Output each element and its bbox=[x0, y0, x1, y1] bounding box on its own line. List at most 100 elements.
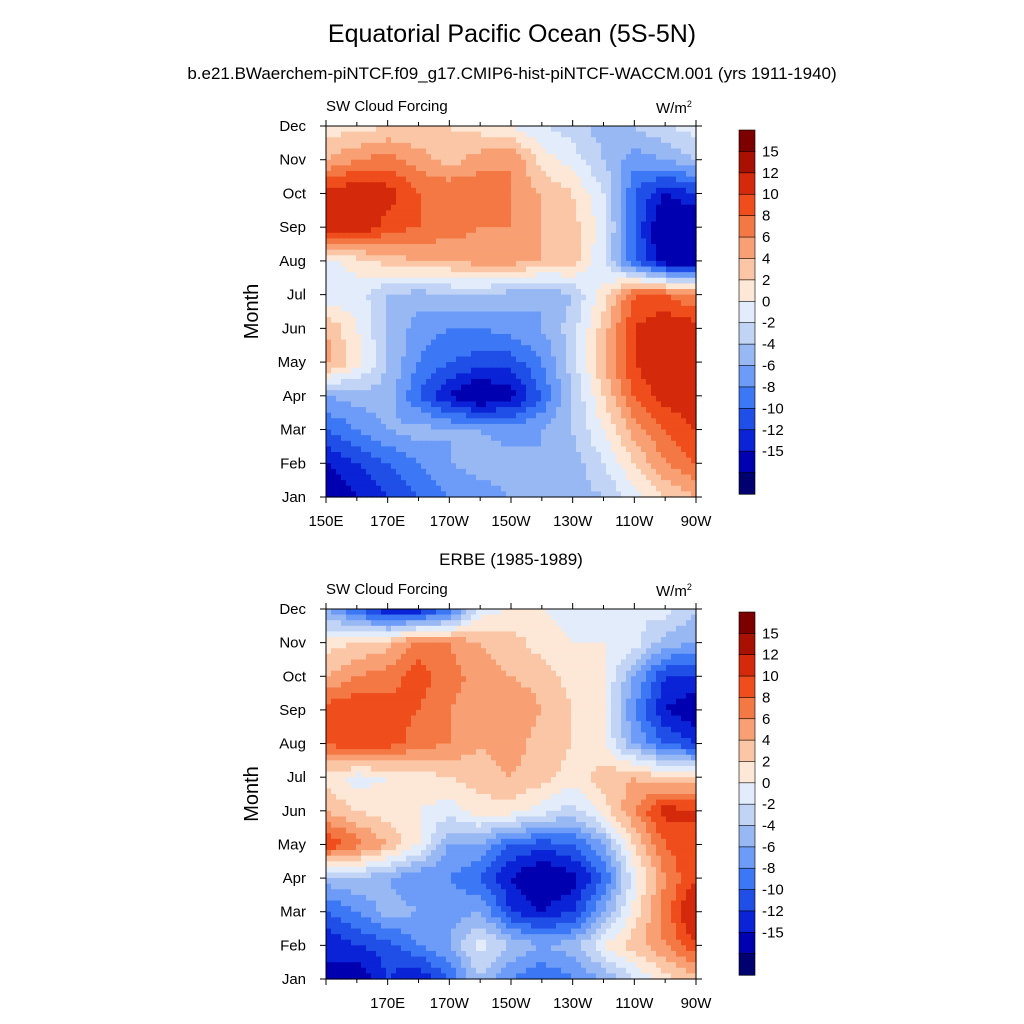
heatmap-cell bbox=[611, 165, 617, 172]
heatmap-cell bbox=[461, 154, 467, 161]
heatmap-cell bbox=[326, 249, 332, 256]
heatmap-cell bbox=[501, 390, 507, 397]
heatmap-cell bbox=[541, 277, 547, 284]
heatmap-cell bbox=[606, 244, 612, 251]
heatmap-cell bbox=[601, 317, 607, 324]
heatmap-cell bbox=[501, 418, 507, 425]
heatmap-cell bbox=[366, 468, 372, 476]
heatmap-cell bbox=[331, 452, 337, 459]
heatmap-cell bbox=[526, 339, 532, 346]
heatmap-cell bbox=[461, 345, 467, 352]
heatmap-cell bbox=[621, 356, 627, 363]
heatmap-cell bbox=[521, 272, 527, 279]
heatmap-cell bbox=[686, 412, 692, 419]
heatmap-cell bbox=[611, 305, 617, 313]
heatmap-cell bbox=[536, 283, 542, 290]
heatmap-cell bbox=[561, 362, 567, 369]
heatmap-cell bbox=[571, 148, 577, 155]
heatmap-cell bbox=[686, 305, 692, 313]
heatmap-cell bbox=[656, 131, 662, 138]
heatmap-cell bbox=[361, 232, 367, 240]
heatmap-cell bbox=[661, 255, 667, 262]
heatmap-cell bbox=[486, 199, 492, 206]
heatmap-cell bbox=[651, 429, 657, 436]
heatmap-cell bbox=[576, 418, 582, 425]
heatmap-cell bbox=[586, 333, 592, 341]
heatmap-cell bbox=[541, 401, 547, 408]
heatmap-cell bbox=[631, 294, 637, 301]
heatmap-cell bbox=[436, 429, 442, 436]
heatmap-cell bbox=[486, 457, 492, 464]
heatmap-cell bbox=[391, 401, 397, 408]
heatmap-cell bbox=[611, 317, 617, 324]
heatmap-cell bbox=[411, 333, 417, 341]
heatmap-cell bbox=[436, 277, 442, 284]
heatmap-cell bbox=[616, 294, 622, 301]
heatmap-cell bbox=[356, 199, 362, 206]
heatmap-cell bbox=[381, 395, 387, 403]
heatmap-cell bbox=[546, 311, 552, 318]
heatmap-cell bbox=[626, 412, 632, 419]
heatmap-cell bbox=[561, 429, 567, 436]
heatmap-cell bbox=[396, 232, 402, 240]
heatmap-cell bbox=[331, 491, 337, 498]
heatmap-cell bbox=[541, 345, 547, 352]
heatmap-cell bbox=[371, 260, 377, 268]
heatmap-cell bbox=[486, 294, 492, 301]
heatmap-cell bbox=[661, 440, 667, 448]
heatmap-cell bbox=[356, 182, 362, 189]
heatmap-cell bbox=[401, 244, 407, 251]
heatmap-cell bbox=[646, 221, 652, 228]
heatmap-cell bbox=[586, 367, 592, 374]
heatmap-cell bbox=[516, 193, 522, 200]
heatmap-cell bbox=[581, 356, 587, 363]
heatmap-cell bbox=[601, 159, 607, 166]
heatmap-cell bbox=[456, 480, 462, 487]
heatmap-cell bbox=[626, 126, 632, 133]
heatmap-cell bbox=[466, 210, 472, 217]
heatmap-cell bbox=[421, 401, 427, 408]
heatmap-cell bbox=[331, 390, 337, 397]
heatmap-cell bbox=[446, 407, 452, 414]
heatmap-cell bbox=[441, 468, 447, 476]
heatmap-cell bbox=[576, 266, 582, 273]
heatmap-cell bbox=[681, 311, 687, 318]
heatmap-cell bbox=[356, 277, 362, 284]
heatmap-cell bbox=[331, 154, 337, 161]
heatmap-cell bbox=[371, 463, 377, 470]
heatmap-cell bbox=[436, 356, 442, 363]
heatmap-cell bbox=[626, 249, 632, 256]
heatmap-cell bbox=[471, 468, 477, 476]
heatmap-cell bbox=[571, 232, 577, 240]
heatmap-cell bbox=[606, 238, 612, 245]
heatmap-cell bbox=[486, 328, 492, 335]
heatmap-cell bbox=[331, 232, 337, 240]
heatmap-cell bbox=[651, 452, 657, 459]
heatmap-cell bbox=[516, 311, 522, 318]
colorbar-label: 0 bbox=[762, 293, 770, 310]
heatmap-cell bbox=[461, 193, 467, 200]
heatmap-cell bbox=[356, 204, 362, 211]
heatmap-cell bbox=[616, 350, 622, 358]
heatmap-cell bbox=[421, 452, 427, 459]
heatmap-cell bbox=[401, 126, 407, 133]
heatmap-cell bbox=[486, 333, 492, 341]
heatmap-cell bbox=[456, 305, 462, 313]
heatmap-cell bbox=[461, 412, 467, 419]
heatmap-cell bbox=[666, 221, 672, 228]
heatmap-cell bbox=[531, 244, 537, 251]
heatmap-cell bbox=[551, 463, 557, 470]
heatmap-cell bbox=[576, 221, 582, 228]
heatmap-cell bbox=[436, 260, 442, 268]
heatmap-cell bbox=[326, 485, 332, 492]
heatmap-cell bbox=[646, 322, 652, 329]
heatmap-cell bbox=[541, 407, 547, 414]
heatmap-cell bbox=[361, 480, 367, 487]
heatmap-cell bbox=[396, 238, 402, 245]
heatmap-cell bbox=[361, 238, 367, 245]
heatmap-cell bbox=[556, 159, 562, 166]
heatmap-cell bbox=[596, 255, 602, 262]
heatmap-cell bbox=[471, 154, 477, 161]
heatmap-cell bbox=[556, 300, 562, 307]
heatmap-cell bbox=[671, 423, 677, 431]
